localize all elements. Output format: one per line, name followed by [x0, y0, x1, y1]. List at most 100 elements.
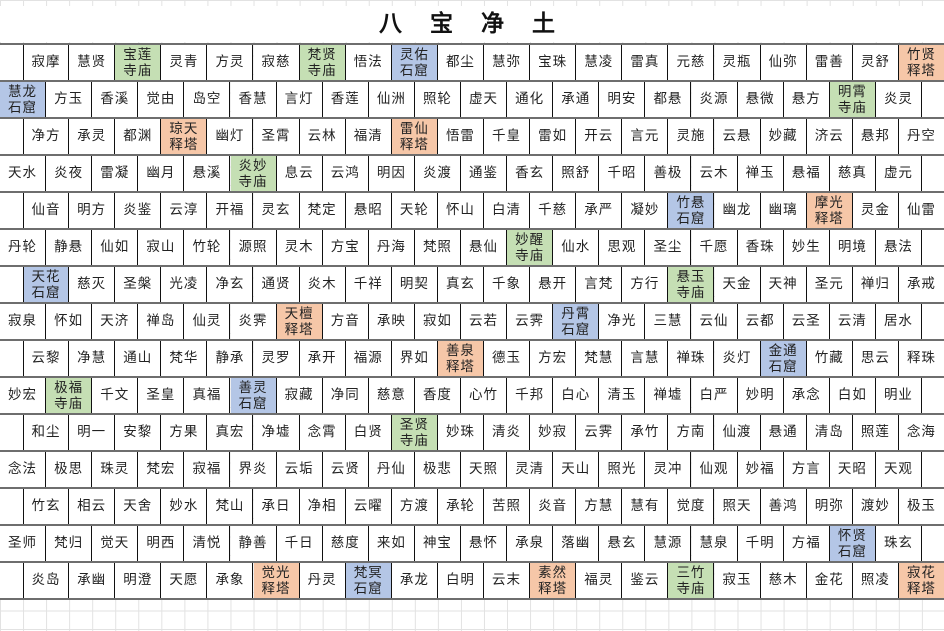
name-cell[interactable]: 妙明 — [737, 378, 784, 413]
name-cell[interactable]: 净慧 — [69, 341, 116, 376]
name-cell[interactable]: 云霁 — [507, 304, 554, 339]
name-cell[interactable]: 仙渡 — [714, 415, 761, 450]
name-cell[interactable]: 界如 — [391, 341, 438, 376]
name-cell[interactable]: 白明 — [437, 563, 484, 598]
name-cell[interactable]: 净墟 — [253, 415, 300, 450]
name-cell[interactable]: 言慧 — [622, 341, 669, 376]
site-cell-temple[interactable]: 悬玉寺庙 — [668, 267, 715, 302]
name-cell[interactable]: 福源 — [345, 341, 392, 376]
name-cell[interactable]: 方果 — [161, 415, 208, 450]
name-cell[interactable]: 虚元 — [875, 156, 922, 191]
name-cell[interactable]: 光凌 — [161, 267, 208, 302]
name-cell[interactable]: 凝妙 — [622, 193, 669, 228]
name-cell[interactable]: 竹轮 — [184, 230, 231, 265]
name-cell[interactable]: 禅岛 — [138, 304, 185, 339]
name-cell[interactable]: 梵归 — [46, 526, 93, 561]
name-cell[interactable]: 明境 — [829, 230, 876, 265]
name-cell[interactable]: 方灵 — [207, 45, 254, 80]
name-cell[interactable]: 通贤 — [253, 267, 300, 302]
name-cell[interactable]: 仙如 — [92, 230, 139, 265]
name-cell[interactable]: 都悬 — [645, 82, 692, 117]
name-cell[interactable]: 承念 — [783, 378, 830, 413]
name-cell[interactable]: 寂慈 — [253, 45, 300, 80]
name-cell[interactable]: 炎灯 — [714, 341, 761, 376]
name-cell[interactable]: 慧泉 — [691, 526, 738, 561]
name-cell[interactable]: 慧源 — [645, 526, 692, 561]
name-cell[interactable]: 灵玄 — [253, 193, 300, 228]
site-cell-grotto[interactable]: 梵冥石窟 — [345, 563, 392, 598]
name-cell[interactable]: 天照 — [461, 452, 508, 487]
name-cell[interactable]: 念霄 — [299, 415, 346, 450]
name-cell[interactable]: 禅墟 — [645, 378, 692, 413]
name-cell[interactable]: 明方 — [69, 193, 116, 228]
site-cell-temple[interactable]: 炎妙寺庙 — [230, 156, 277, 191]
name-cell[interactable]: 福灵 — [576, 563, 623, 598]
name-cell[interactable]: 白心 — [553, 378, 600, 413]
name-cell[interactable]: 珠玄 — [875, 526, 922, 561]
site-cell-grotto[interactable]: 怀贤石窟 — [829, 526, 876, 561]
name-cell[interactable]: 云悬 — [714, 119, 761, 154]
name-cell[interactable]: 息云 — [276, 156, 323, 191]
name-cell[interactable]: 金花 — [806, 563, 853, 598]
name-cell[interactable]: 云末 — [484, 563, 531, 598]
name-cell[interactable]: 界炎 — [230, 452, 277, 487]
site-cell-temple[interactable]: 梵贤寺庙 — [299, 45, 346, 80]
name-cell[interactable]: 真福 — [184, 378, 231, 413]
name-cell[interactable]: 念法 — [0, 452, 47, 487]
name-cell[interactable]: 善极 — [645, 156, 692, 191]
name-cell[interactable]: 天济 — [92, 304, 139, 339]
name-cell[interactable]: 觉由 — [138, 82, 185, 117]
name-cell[interactable]: 云清 — [829, 304, 876, 339]
name-cell[interactable]: 悟雷 — [437, 119, 484, 154]
name-cell[interactable]: 觉度 — [668, 489, 715, 524]
name-cell[interactable]: 通化 — [507, 82, 554, 117]
name-cell[interactable]: 雷凝 — [92, 156, 139, 191]
name-cell[interactable]: 千昭 — [599, 156, 646, 191]
site-cell-pagoda[interactable]: 琼天释塔 — [161, 119, 208, 154]
site-cell-pagoda[interactable]: 天檀释塔 — [276, 304, 323, 339]
name-cell[interactable]: 济云 — [806, 119, 853, 154]
name-cell[interactable]: 言梵 — [576, 267, 623, 302]
name-cell[interactable]: 方宝 — [322, 230, 369, 265]
name-cell[interactable]: 灵金 — [852, 193, 899, 228]
name-cell[interactable]: 白严 — [691, 378, 738, 413]
name-cell[interactable]: 清玉 — [599, 378, 646, 413]
name-cell[interactable]: 承映 — [368, 304, 415, 339]
name-cell[interactable]: 照凌 — [852, 563, 899, 598]
name-cell[interactable]: 明契 — [391, 267, 438, 302]
name-cell[interactable]: 极悲 — [414, 452, 461, 487]
name-cell[interactable]: 幽璃 — [760, 193, 807, 228]
name-cell[interactable]: 云林 — [299, 119, 346, 154]
site-cell-pagoda[interactable]: 素然释塔 — [530, 563, 577, 598]
name-cell[interactable]: 炎夜 — [46, 156, 93, 191]
name-cell[interactable]: 鉴云 — [622, 563, 669, 598]
name-cell[interactable]: 苦照 — [484, 489, 531, 524]
name-cell[interactable]: 天舍 — [115, 489, 162, 524]
name-cell[interactable]: 灵清 — [507, 452, 554, 487]
name-cell[interactable]: 落幽 — [553, 526, 600, 561]
name-cell[interactable]: 千邦 — [507, 378, 554, 413]
name-cell[interactable]: 悬方 — [783, 82, 830, 117]
name-cell[interactable]: 云黎 — [23, 341, 70, 376]
name-cell[interactable]: 方行 — [622, 267, 669, 302]
site-cell-temple[interactable]: 极福寺庙 — [46, 378, 93, 413]
name-cell[interactable]: 云木 — [691, 156, 738, 191]
site-cell-pagoda[interactable]: 摩光释塔 — [806, 193, 853, 228]
name-cell[interactable]: 悬昭 — [345, 193, 392, 228]
name-cell[interactable]: 灵冲 — [645, 452, 692, 487]
name-cell[interactable]: 承戒 — [898, 267, 944, 302]
name-cell[interactable]: 寂玉 — [714, 563, 761, 598]
name-cell[interactable]: 云都 — [737, 304, 784, 339]
site-cell-pagoda[interactable]: 觉光释塔 — [253, 563, 300, 598]
name-cell[interactable]: 都渊 — [115, 119, 162, 154]
name-cell[interactable]: 梵华 — [161, 341, 208, 376]
name-cell[interactable]: 悬通 — [760, 415, 807, 450]
name-cell[interactable]: 千象 — [484, 267, 531, 302]
name-cell[interactable]: 悬溪 — [184, 156, 231, 191]
name-cell[interactable]: 方音 — [322, 304, 369, 339]
name-cell[interactable]: 灵罗 — [253, 341, 300, 376]
name-cell[interactable]: 照光 — [599, 452, 646, 487]
name-cell[interactable]: 福清 — [345, 119, 392, 154]
name-cell[interactable]: 明因 — [368, 156, 415, 191]
name-cell[interactable]: 静善 — [230, 526, 277, 561]
